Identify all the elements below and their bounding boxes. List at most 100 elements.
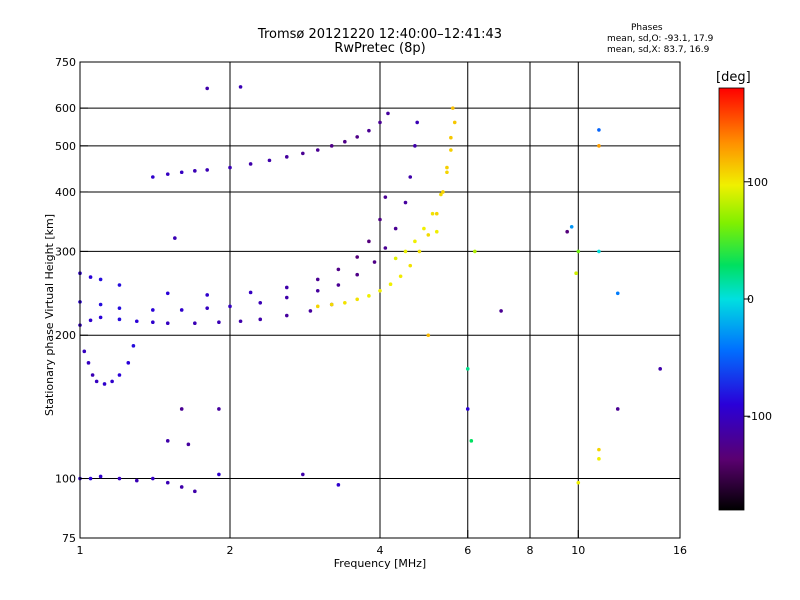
data-point — [434, 211, 439, 216]
data-point — [301, 151, 305, 156]
data-point — [343, 139, 347, 144]
data-point — [258, 300, 263, 305]
data-point — [378, 120, 382, 125]
data-point — [434, 229, 439, 234]
data-point — [193, 169, 197, 173]
data-point — [94, 379, 99, 384]
data-point — [102, 382, 107, 386]
x-tick-label: 8 — [527, 544, 534, 557]
data-point — [367, 294, 371, 298]
data-point — [415, 120, 419, 125]
data-point — [179, 308, 184, 312]
data-point — [336, 283, 341, 287]
data-point — [98, 302, 103, 307]
data-point — [284, 313, 289, 318]
data-point — [151, 476, 155, 481]
data-point — [367, 239, 371, 244]
data-point — [238, 319, 243, 324]
data-point — [499, 309, 503, 313]
y-tick-label: 100 — [55, 473, 76, 486]
data-point — [355, 297, 359, 302]
data-point — [413, 239, 417, 244]
data-point — [151, 175, 155, 179]
data-point — [441, 190, 445, 194]
data-point — [469, 439, 474, 443]
data-point — [372, 260, 377, 264]
data-point — [417, 249, 422, 254]
data-point — [88, 275, 93, 279]
data-point — [117, 476, 122, 481]
data-point — [88, 318, 93, 323]
data-point — [126, 361, 131, 365]
data-point — [388, 282, 393, 287]
data-point — [473, 249, 477, 254]
data-point — [90, 373, 95, 377]
y-tick-label: 400 — [55, 186, 76, 199]
data-point — [615, 407, 620, 411]
data-point — [426, 333, 431, 338]
data-point — [430, 211, 435, 216]
data-point — [98, 277, 103, 282]
y-axis-label: Stationary phase Virtual Height [km] — [43, 213, 56, 416]
colorbar-tick-label: 0 — [747, 293, 754, 306]
data-point — [165, 321, 170, 325]
data-point — [267, 158, 272, 163]
data-point — [329, 144, 334, 148]
data-point — [315, 277, 320, 282]
data-point — [248, 290, 253, 295]
data-point — [284, 285, 289, 290]
colorbar-ticks: 100 0 -100 — [744, 176, 772, 423]
data-point — [378, 288, 382, 293]
data-point — [284, 295, 289, 300]
data-point — [165, 291, 170, 296]
chart-title: Tromsø 20121220 12:40:00–12:41:43 — [257, 27, 503, 42]
points-layer — [78, 85, 662, 494]
data-point — [569, 224, 574, 229]
data-point — [228, 304, 232, 309]
data-point — [315, 288, 320, 293]
data-point — [248, 162, 253, 166]
data-point — [383, 195, 388, 199]
x-tick-label: 1 — [77, 544, 84, 557]
data-point — [343, 300, 347, 305]
data-point — [597, 249, 601, 254]
data-point — [98, 474, 103, 479]
y-tick-label: 75 — [62, 532, 76, 545]
x-tick-label: 6 — [464, 544, 471, 557]
data-point — [393, 226, 398, 231]
data-point — [408, 175, 413, 179]
data-point — [355, 255, 359, 259]
y-tick-label: 200 — [55, 329, 76, 342]
data-point — [576, 480, 581, 485]
data-point — [597, 447, 601, 452]
x-tick-label: 10 — [571, 544, 585, 557]
data-point — [238, 85, 243, 89]
phases-x-mode: mean, sd,X: 83.7, 16.9 — [607, 45, 710, 55]
chart-subtitle: RwPretec (8p) — [334, 41, 426, 56]
data-point — [117, 317, 122, 322]
data-point — [315, 148, 320, 152]
data-point — [576, 249, 581, 254]
data-point — [426, 233, 431, 237]
data-point — [308, 309, 313, 313]
data-point — [165, 480, 170, 485]
data-point — [367, 128, 371, 133]
data-point — [217, 320, 221, 325]
y-tick-label: 500 — [55, 140, 76, 153]
data-point — [186, 442, 191, 447]
y-tick-label: 300 — [55, 245, 76, 258]
data-point — [117, 373, 122, 377]
data-point — [658, 367, 662, 371]
colorbar-tick-label: -100 — [747, 410, 772, 423]
data-point — [165, 172, 170, 176]
x-axis-label: Frequency [MHz] — [333, 557, 427, 570]
colorbar-unit: [deg] — [716, 70, 751, 85]
data-point — [228, 165, 232, 170]
x-tick-label: 2 — [227, 544, 234, 557]
data-point — [449, 135, 453, 140]
data-point — [408, 263, 413, 268]
data-point — [355, 135, 359, 139]
data-point — [451, 106, 455, 110]
data-point — [217, 407, 221, 411]
data-point — [386, 111, 390, 116]
